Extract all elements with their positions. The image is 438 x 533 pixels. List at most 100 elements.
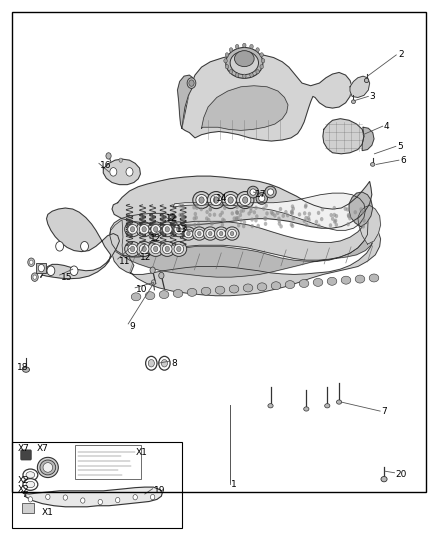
Circle shape — [243, 220, 246, 224]
Polygon shape — [349, 192, 373, 227]
Circle shape — [148, 360, 154, 367]
Ellipse shape — [174, 244, 184, 254]
Circle shape — [63, 495, 67, 500]
Circle shape — [210, 221, 213, 225]
Circle shape — [276, 211, 279, 215]
Circle shape — [228, 197, 233, 203]
Circle shape — [235, 205, 239, 209]
Circle shape — [110, 167, 117, 176]
Polygon shape — [362, 127, 374, 151]
Ellipse shape — [369, 274, 379, 282]
Circle shape — [237, 216, 240, 220]
Text: 19: 19 — [153, 486, 165, 495]
Polygon shape — [21, 487, 162, 507]
Circle shape — [133, 495, 138, 500]
Text: 2: 2 — [398, 51, 404, 59]
Circle shape — [225, 53, 229, 57]
Ellipse shape — [271, 282, 281, 290]
Ellipse shape — [173, 289, 183, 297]
Ellipse shape — [355, 275, 365, 283]
Circle shape — [247, 212, 251, 216]
Circle shape — [187, 231, 190, 236]
Ellipse shape — [313, 278, 323, 286]
Circle shape — [347, 213, 350, 217]
Ellipse shape — [128, 244, 138, 254]
Ellipse shape — [174, 224, 184, 234]
Circle shape — [126, 167, 133, 176]
Circle shape — [194, 215, 198, 220]
Circle shape — [29, 260, 33, 264]
Ellipse shape — [148, 222, 163, 237]
Bar — [12, 442, 182, 528]
Ellipse shape — [192, 227, 206, 240]
Circle shape — [235, 210, 239, 214]
Text: 3: 3 — [370, 92, 375, 101]
Circle shape — [187, 78, 196, 88]
Circle shape — [291, 224, 294, 228]
Ellipse shape — [325, 403, 330, 408]
Circle shape — [230, 48, 233, 52]
Circle shape — [243, 43, 246, 47]
Circle shape — [239, 213, 242, 217]
Circle shape — [254, 206, 258, 210]
Ellipse shape — [250, 189, 256, 195]
Text: X7: X7 — [18, 444, 30, 453]
Polygon shape — [182, 54, 352, 141]
Polygon shape — [201, 86, 288, 131]
Ellipse shape — [285, 281, 295, 288]
Circle shape — [346, 207, 349, 212]
Circle shape — [239, 219, 243, 223]
Circle shape — [205, 216, 208, 221]
Circle shape — [329, 213, 333, 217]
Circle shape — [223, 206, 226, 210]
Circle shape — [332, 206, 336, 210]
Ellipse shape — [257, 283, 267, 291]
Circle shape — [286, 213, 290, 217]
Polygon shape — [323, 119, 364, 154]
Text: 16: 16 — [100, 161, 112, 170]
Circle shape — [362, 219, 366, 223]
Ellipse shape — [171, 241, 187, 256]
Circle shape — [223, 219, 226, 223]
Circle shape — [224, 59, 227, 63]
Circle shape — [278, 222, 281, 226]
Circle shape — [250, 44, 253, 49]
Circle shape — [290, 211, 294, 215]
Ellipse shape — [304, 407, 309, 411]
Bar — [21, 503, 34, 513]
Text: 17: 17 — [255, 190, 266, 199]
Text: 10: 10 — [136, 285, 148, 294]
Ellipse shape — [268, 403, 273, 408]
Circle shape — [106, 153, 111, 159]
Ellipse shape — [125, 222, 141, 237]
Circle shape — [235, 216, 238, 220]
Circle shape — [271, 212, 275, 216]
Circle shape — [181, 216, 184, 221]
Circle shape — [254, 218, 258, 222]
Ellipse shape — [136, 222, 152, 237]
Ellipse shape — [381, 477, 387, 482]
Circle shape — [279, 224, 283, 229]
Circle shape — [47, 266, 55, 276]
Circle shape — [353, 210, 357, 214]
Ellipse shape — [193, 191, 210, 208]
Ellipse shape — [22, 367, 29, 372]
Ellipse shape — [151, 244, 160, 254]
Circle shape — [33, 275, 36, 279]
Circle shape — [153, 227, 158, 232]
Circle shape — [98, 499, 102, 505]
Circle shape — [46, 494, 50, 499]
Ellipse shape — [237, 191, 254, 208]
Circle shape — [193, 223, 197, 227]
Circle shape — [230, 69, 233, 74]
FancyBboxPatch shape — [21, 450, 31, 460]
Circle shape — [236, 211, 239, 215]
Circle shape — [240, 209, 243, 213]
Ellipse shape — [159, 290, 169, 298]
Polygon shape — [110, 213, 368, 260]
Circle shape — [334, 219, 337, 223]
Circle shape — [213, 213, 216, 217]
Ellipse shape — [26, 481, 35, 488]
Circle shape — [161, 360, 167, 367]
Circle shape — [177, 227, 181, 232]
